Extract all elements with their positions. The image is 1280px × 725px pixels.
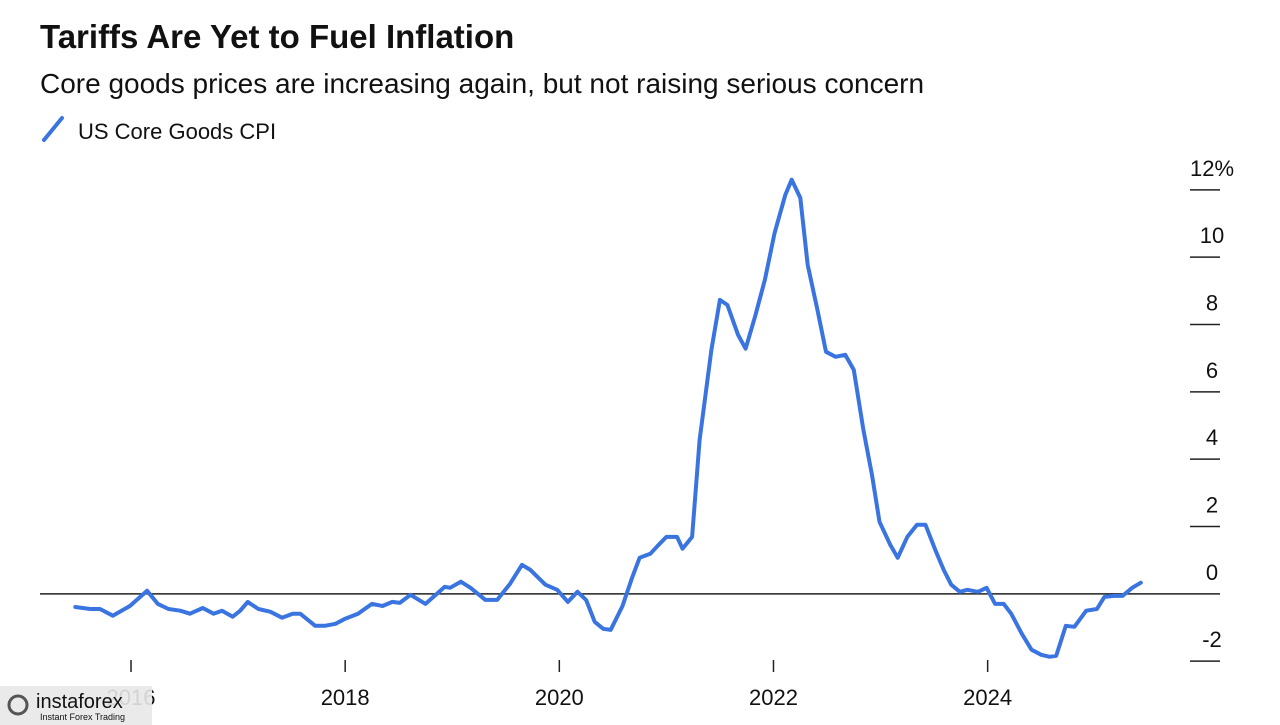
- x-tick-label: 2020: [535, 685, 584, 710]
- y-tick-label: 10: [1200, 223, 1224, 248]
- x-tick-label: 2024: [963, 685, 1012, 710]
- y-tick-label: 12%: [1190, 156, 1234, 181]
- y-tick-label: -2: [1202, 627, 1222, 652]
- y-tick-label: 0: [1206, 560, 1218, 585]
- chart-subtitle: Core goods prices are increasing again, …: [40, 68, 924, 99]
- y-tick-label: 8: [1206, 291, 1218, 316]
- watermark-tagline: Instant Forex Trading: [40, 712, 125, 722]
- y-tick-label: 6: [1206, 358, 1218, 383]
- chart-title: Tariffs Are Yet to Fuel Inflation: [40, 18, 514, 55]
- watermark-icon: [7, 694, 29, 716]
- legend-swatch: [42, 116, 64, 142]
- y-tick-label: 2: [1206, 493, 1218, 518]
- watermark: instaforex Instant Forex Trading: [0, 686, 152, 725]
- y-tick-label: 4: [1206, 425, 1218, 450]
- line-series: [73, 177, 1143, 659]
- watermark-box: [0, 686, 152, 725]
- x-tick-label: 2022: [749, 685, 798, 710]
- watermark-name: instaforex: [36, 691, 123, 713]
- x-tick-label: 2018: [321, 685, 370, 710]
- legend-label: US Core Goods CPI: [78, 119, 276, 144]
